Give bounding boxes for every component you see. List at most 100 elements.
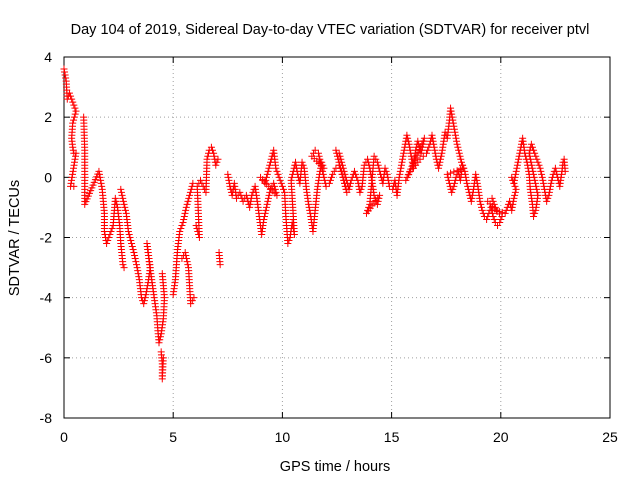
data-point xyxy=(533,185,541,193)
data-point xyxy=(346,182,354,190)
data-point xyxy=(535,161,543,169)
data-point xyxy=(210,149,218,157)
data-point xyxy=(180,215,188,223)
data-point xyxy=(60,65,68,73)
data-point xyxy=(400,149,408,157)
data-point xyxy=(383,170,391,178)
data-point xyxy=(125,230,133,238)
data-point xyxy=(181,249,189,257)
data-point xyxy=(373,200,381,208)
data-point xyxy=(126,234,134,241)
data-point xyxy=(186,188,194,196)
data-point xyxy=(214,155,222,163)
data-point xyxy=(272,188,280,196)
data-point xyxy=(561,167,569,175)
data-point xyxy=(129,246,137,254)
data-point xyxy=(97,179,105,187)
data-point xyxy=(261,209,269,217)
data-point xyxy=(320,173,328,181)
data-point xyxy=(373,158,381,166)
data-point xyxy=(362,209,370,217)
x-tick-label: 20 xyxy=(493,429,509,445)
data-point xyxy=(119,197,127,205)
data-point xyxy=(262,206,270,214)
data-point xyxy=(70,116,78,124)
data-point xyxy=(436,158,444,166)
data-point xyxy=(330,167,338,175)
data-point xyxy=(405,140,413,148)
y-tick-label: -4 xyxy=(40,290,53,306)
data-point xyxy=(455,146,463,154)
data-point xyxy=(184,197,192,205)
data-point xyxy=(105,234,113,241)
data-point xyxy=(403,173,411,181)
data-point xyxy=(488,194,496,202)
data-point xyxy=(531,209,539,217)
data-point xyxy=(397,164,405,172)
data-point xyxy=(491,203,499,211)
data-point xyxy=(449,116,457,124)
data-point xyxy=(430,143,438,151)
data-point xyxy=(203,155,211,163)
data-point xyxy=(131,255,139,263)
data-point xyxy=(428,131,436,139)
data-point xyxy=(141,294,149,302)
data-point xyxy=(536,164,544,172)
data-point xyxy=(459,161,467,169)
data-point xyxy=(437,155,445,163)
data-point xyxy=(95,170,103,178)
data-point xyxy=(276,176,284,184)
data-point xyxy=(509,200,517,208)
data-point xyxy=(120,200,128,208)
data-point xyxy=(185,194,193,202)
data-point xyxy=(456,152,464,160)
y-tick-label: -8 xyxy=(40,410,53,426)
data-point xyxy=(143,285,151,293)
data-point xyxy=(548,176,556,184)
data-point xyxy=(188,297,196,305)
data-point xyxy=(528,161,536,169)
data-point xyxy=(346,179,354,187)
data-point xyxy=(212,161,220,169)
data-point xyxy=(430,140,438,148)
data-point xyxy=(122,206,130,214)
data-point xyxy=(127,237,135,245)
data-point xyxy=(435,164,443,172)
data-point xyxy=(118,191,126,199)
data-point xyxy=(285,237,293,245)
data-point xyxy=(224,173,232,181)
x-tick-label: 10 xyxy=(275,429,291,445)
data-point xyxy=(128,240,136,248)
data-point xyxy=(264,194,272,202)
data-point xyxy=(197,176,204,184)
data-point xyxy=(468,194,476,202)
data-point xyxy=(396,170,404,178)
data-point xyxy=(325,179,333,187)
data-point xyxy=(544,194,552,202)
data-point xyxy=(452,134,460,142)
data-point xyxy=(512,185,520,193)
data-point xyxy=(272,164,280,172)
data-point xyxy=(278,182,286,190)
data-point xyxy=(274,170,282,178)
data-point xyxy=(488,209,496,217)
data-point xyxy=(326,176,334,184)
data-point xyxy=(72,107,80,115)
data-point xyxy=(133,261,141,269)
data-point xyxy=(530,170,538,178)
data-point xyxy=(61,68,69,76)
data-point xyxy=(345,185,353,193)
data-point xyxy=(287,176,295,184)
data-point xyxy=(356,188,364,196)
data-point xyxy=(501,209,509,217)
data-point xyxy=(68,95,76,103)
data-point xyxy=(449,185,457,193)
data-point xyxy=(511,173,519,181)
data-point xyxy=(533,155,541,163)
data-point xyxy=(448,113,456,121)
data-point xyxy=(134,267,142,275)
data-point xyxy=(338,158,346,166)
data-point xyxy=(95,167,103,175)
data-point xyxy=(265,191,273,199)
data-point xyxy=(347,176,355,184)
